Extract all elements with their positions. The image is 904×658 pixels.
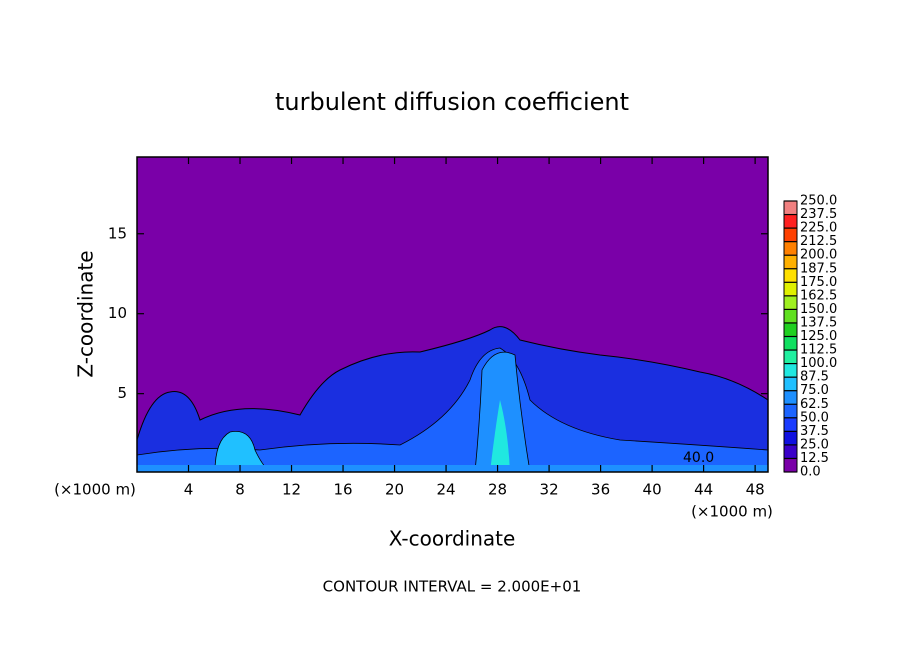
x-axis-label: X-coordinate: [389, 527, 516, 551]
x-tick-label: 8: [235, 481, 245, 499]
x-tick-label: 16: [333, 481, 352, 499]
colorbar-band: [784, 282, 797, 296]
y-tick-label: 5: [117, 384, 127, 402]
colorbar-band: [784, 201, 797, 215]
colorbar-band: [784, 295, 797, 310]
colorbar-band: [784, 322, 797, 337]
x-tick-label: 48: [746, 481, 765, 499]
colorbar-band: [784, 444, 797, 459]
contour-label: 40.0: [683, 450, 714, 466]
colorbar-label: 62.5: [800, 397, 829, 412]
colorbar-label: 187.5: [800, 261, 837, 276]
colorbar-label: 25.0: [800, 437, 829, 452]
colorbar-label: 162.5: [800, 288, 837, 303]
y-unit: (×1000 m): [691, 503, 773, 521]
colorbar-band: [784, 228, 797, 242]
x-tick-label: 32: [540, 481, 559, 499]
colorbar-band: [784, 336, 797, 351]
x-tick-label: 36: [591, 481, 610, 499]
y-axis-label: Z-coordinate: [74, 250, 98, 377]
colorbar-label: 212.5: [800, 234, 837, 249]
colorbar-label: 50.0: [800, 410, 829, 425]
y-tick-label: 10: [108, 304, 127, 322]
colorbar-label: 150.0: [800, 302, 837, 317]
colorbar-label: 137.5: [800, 315, 837, 330]
colorbar-label: 125.0: [800, 329, 837, 344]
colorbar-label: 200.0: [800, 248, 837, 263]
colorbar-band: [784, 417, 797, 432]
colorbar-band: [784, 241, 797, 256]
colorbar-label: 237.5: [800, 207, 837, 222]
y-tick-label: 15: [108, 224, 127, 242]
colorbar-label: 175.0: [800, 275, 837, 290]
colorbar-label: 87.5: [800, 370, 829, 385]
plot-frame: [136, 156, 769, 473]
x-tick-label: 12: [282, 481, 301, 499]
colorbar-label: 112.5: [800, 343, 837, 358]
colorbar-band: [784, 309, 797, 323]
colorbar-band: [784, 404, 797, 418]
colorbar-label: 225.0: [800, 221, 837, 236]
chart-title: turbulent diffusion coefficient: [275, 88, 629, 116]
colorbar-band: [784, 350, 797, 364]
colorbar-band: [784, 377, 797, 391]
colorbar-label: 250.0: [800, 194, 837, 209]
x-unit: (×1000 m): [54, 481, 136, 499]
x-tick-label: 44: [694, 481, 713, 499]
x-tick-label: 20: [385, 481, 404, 499]
colorbar-band: [784, 390, 797, 405]
colorbar-label: 37.5: [800, 424, 829, 439]
x-tick-label: 40: [643, 481, 662, 499]
x-tick-label: 4: [184, 481, 194, 499]
colorbar-label: 75.0: [800, 383, 829, 398]
x-tick-label: 28: [488, 481, 507, 499]
colorbar-label: 0.0: [800, 465, 821, 480]
colorbar-band: [784, 214, 797, 229]
colorbar-band: [784, 458, 797, 472]
footer: CONTOUR INTERVAL = 2.000E+01: [323, 578, 582, 596]
colorbar-band: [784, 431, 797, 445]
colorbar-label: 12.5: [800, 451, 829, 466]
x-tick-label: 24: [437, 481, 456, 499]
field: [137, 157, 768, 472]
colorbar-label: 100.0: [800, 356, 837, 371]
colorbar-band: [784, 255, 797, 269]
colorbar-band: [784, 363, 797, 378]
colorbar-band: [784, 268, 797, 283]
